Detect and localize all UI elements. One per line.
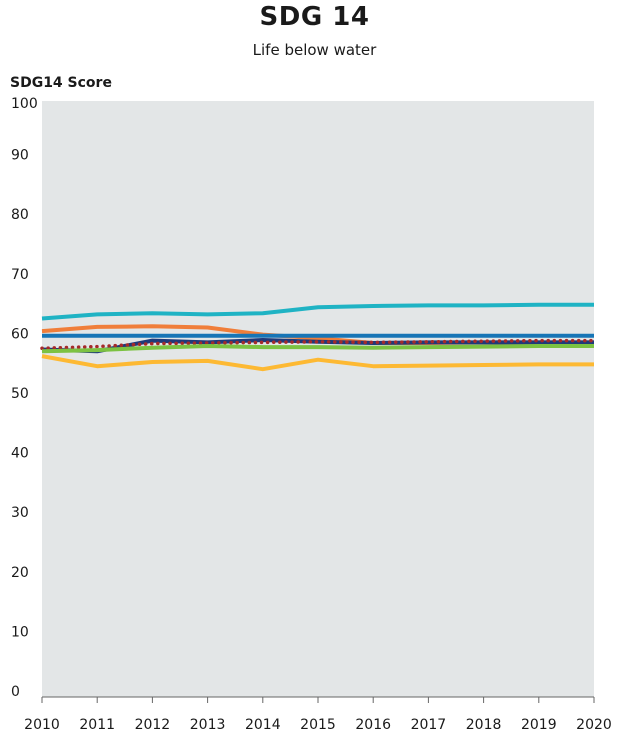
- x-tick-label: 2013: [190, 717, 226, 733]
- chart-subtitle: Life below water: [252, 41, 377, 59]
- y-tick-label: 90: [11, 148, 29, 164]
- x-tick-label: 2016: [355, 717, 391, 733]
- series-lines: [40, 302, 596, 372]
- x-tick-label: 2015: [300, 717, 336, 733]
- series-line-7: [41, 354, 594, 372]
- x-tick-label: 2017: [411, 717, 447, 733]
- y-tick-label: 0: [11, 684, 20, 700]
- y-tick-label: 30: [11, 505, 29, 521]
- y-tick-label: 10: [11, 624, 29, 640]
- series-line-1: [41, 302, 594, 321]
- x-tick-label: 2012: [135, 717, 171, 733]
- x-tick-label: 2010: [24, 717, 60, 733]
- series-line-5: [40, 338, 596, 351]
- y-axis-ticks: 0 10 20 30 40 50 60 70 80 90 100: [11, 96, 38, 700]
- y-tick-label: 100: [11, 96, 38, 112]
- y-tick-label: 20: [11, 565, 29, 581]
- series-line-6: [41, 344, 594, 354]
- y-axis-label: SDG14 Score: [10, 75, 112, 91]
- x-tick-label: 2020: [576, 717, 612, 733]
- y-tick-label: 80: [11, 207, 29, 223]
- x-tick-label: 2011: [79, 717, 115, 733]
- chart-title: SDG 14: [259, 2, 370, 32]
- x-tick-label: 2014: [245, 717, 281, 733]
- plot-area: [42, 101, 594, 697]
- y-tick-label: 70: [11, 267, 29, 283]
- x-axis: 2010 2011 2012 2013 2014 2015 2016 2017 2018 2019…: [24, 696, 612, 733]
- y-tick-label: 60: [11, 326, 29, 342]
- y-tick-label: 40: [11, 446, 29, 462]
- y-tick-label: 50: [11, 386, 29, 402]
- x-tick-label: 2019: [521, 717, 557, 733]
- x-tick-label: 2018: [466, 717, 502, 733]
